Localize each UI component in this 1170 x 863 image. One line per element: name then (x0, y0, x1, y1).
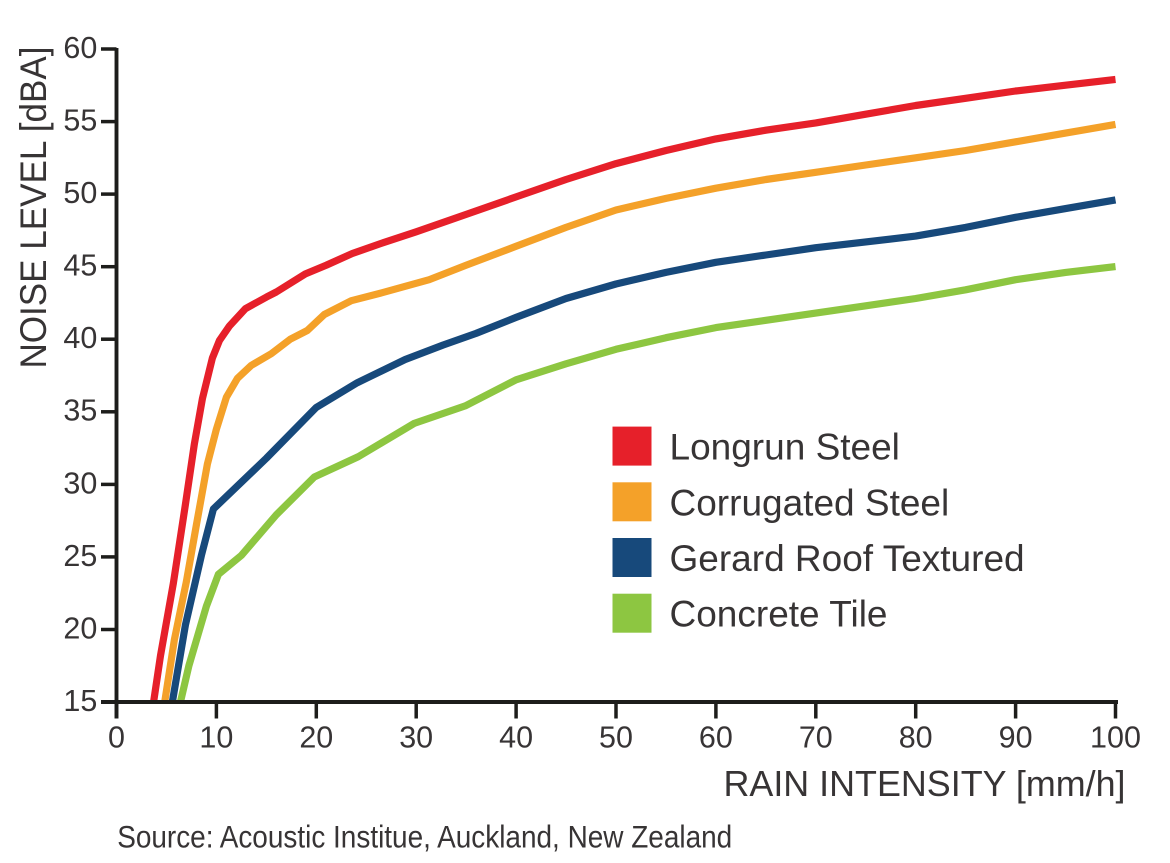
svg-text:35: 35 (63, 394, 97, 428)
svg-text:Gerard Roof Textured: Gerard Roof Textured (670, 538, 1025, 579)
svg-text:90: 90 (999, 721, 1033, 755)
svg-text:100: 100 (1090, 721, 1141, 755)
svg-text:80: 80 (899, 721, 933, 755)
svg-text:0: 0 (108, 721, 125, 755)
svg-text:20: 20 (299, 721, 333, 755)
svg-text:50: 50 (599, 721, 633, 755)
svg-text:20: 20 (63, 611, 97, 645)
svg-text:10: 10 (199, 721, 233, 755)
svg-text:40: 40 (499, 721, 533, 755)
svg-text:40: 40 (63, 321, 97, 355)
svg-text:15: 15 (63, 684, 97, 718)
svg-text:55: 55 (63, 104, 97, 138)
svg-text:Longrun Steel: Longrun Steel (670, 427, 900, 468)
svg-text:70: 70 (799, 721, 833, 755)
svg-text:RAIN INTENSITY [mm/h]: RAIN INTENSITY [mm/h] (724, 763, 1126, 804)
svg-text:60: 60 (699, 721, 733, 755)
svg-text:30: 30 (63, 466, 97, 500)
svg-text:25: 25 (63, 539, 97, 573)
svg-text:50: 50 (63, 176, 97, 210)
svg-text:NOISE LEVEL [dBA]: NOISE LEVEL [dBA] (12, 47, 54, 369)
svg-text:Source: Acoustic Institue, Auc: Source: Acoustic Institue, Auckland, New… (117, 819, 732, 855)
svg-text:Corrugated Steel: Corrugated Steel (670, 482, 950, 523)
svg-text:60: 60 (63, 31, 97, 65)
svg-text:30: 30 (399, 721, 433, 755)
svg-text:Concrete Tile: Concrete Tile (670, 594, 888, 635)
svg-text:45: 45 (63, 249, 97, 283)
